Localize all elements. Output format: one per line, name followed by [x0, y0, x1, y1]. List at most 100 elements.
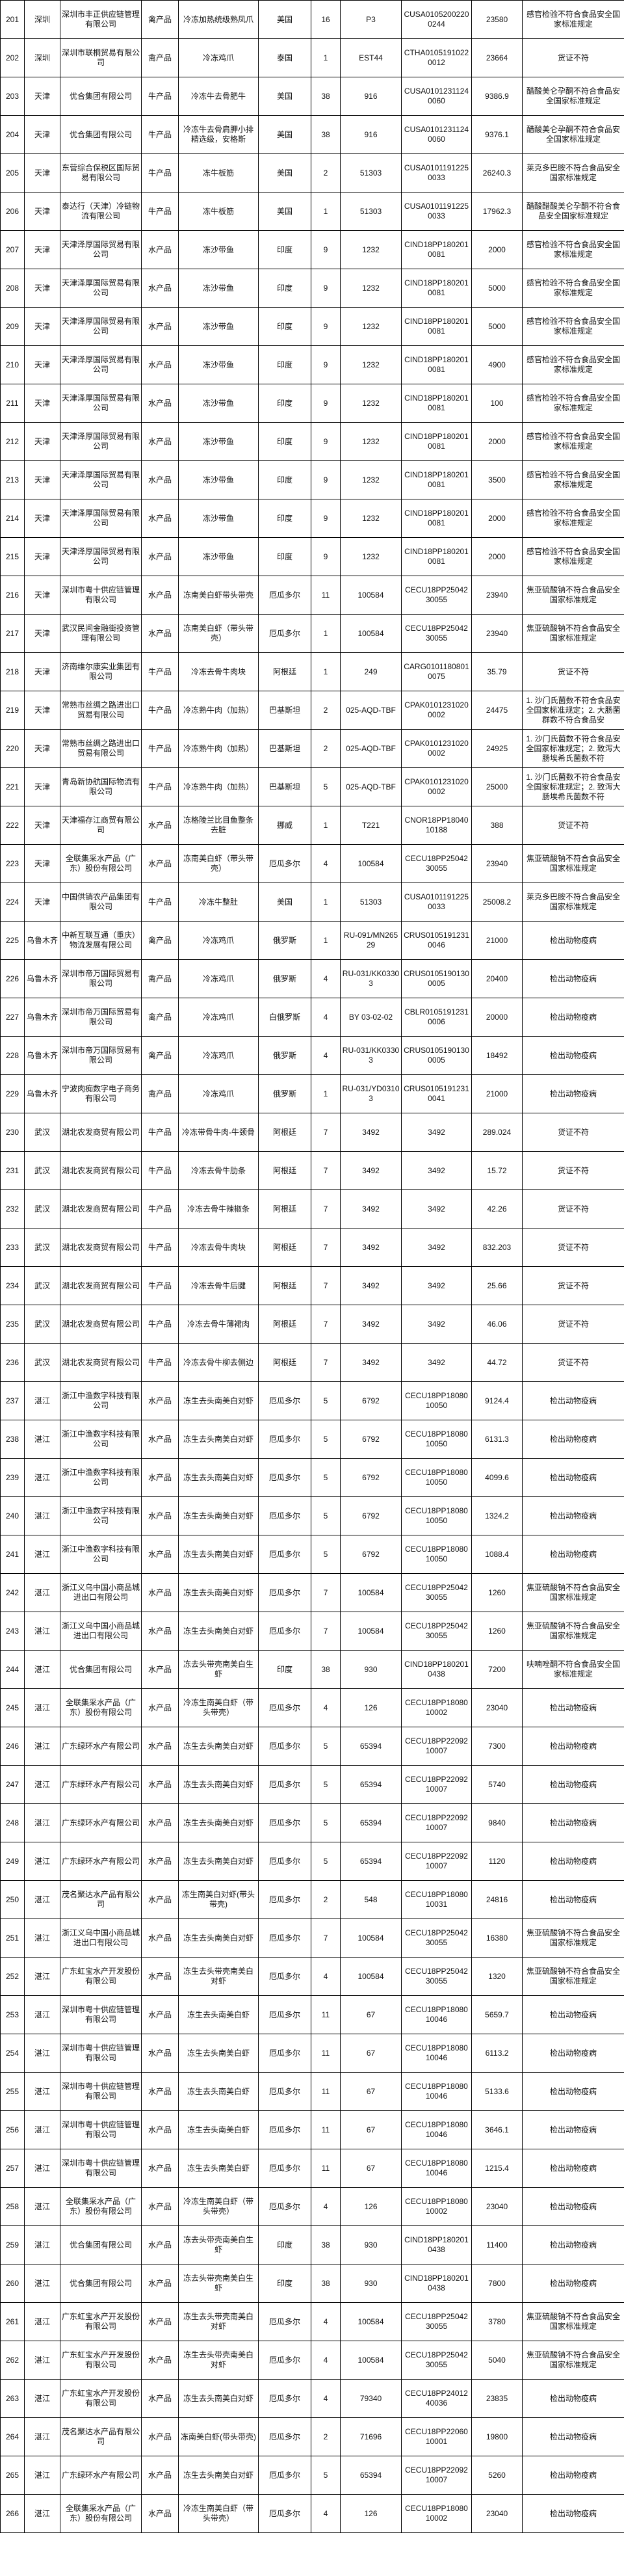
company-cell: 广东绿环水产有限公司 — [60, 2456, 142, 2495]
weight-cell: 11400 — [471, 2225, 523, 2264]
establishment-number: 025-AQD-TBF — [346, 782, 396, 791]
establishment-number: 6792 — [362, 1396, 380, 1405]
certificate-number: CNOR18PP1804010188 — [404, 816, 469, 834]
reason-cell: 感官检验不符合食品安全国家标准规定 — [522, 384, 624, 423]
row-number-cell: 263 — [0, 2379, 25, 2418]
port: 天津 — [34, 398, 50, 408]
weight-cell: 7200 — [471, 1650, 523, 1689]
weight-cell: 23040 — [471, 2494, 523, 2533]
product-category: 牛产品 — [148, 1204, 172, 1214]
origin-country: 印度 — [276, 436, 292, 446]
company: 青岛新协航国际物流有限公司 — [62, 777, 140, 796]
quantity-cell: 9 — [311, 269, 341, 308]
company-cell: 湖北农发商贸有限公司 — [60, 1113, 142, 1152]
company: 浙江义乌中国小商品城进出口有限公司 — [62, 1621, 140, 1640]
origin-country: 白俄罗斯 — [268, 1012, 300, 1022]
table-row: 227 乌鲁木齐 深圳市帝万国际贸易有限公司 禽产品 冷冻鸡爪 白俄罗斯 4 BY 03-02… — [0, 998, 624, 1037]
table-row: 202 深圳 深圳市联桐贸易有限公司 禽产品 冷冻鸡爪 泰国 1 EST44 CTHA01051… — [0, 38, 624, 77]
row-number: 204 — [5, 129, 20, 139]
product-category: 水产品 — [148, 398, 172, 408]
row-number-cell: 241 — [0, 1535, 25, 1574]
product-name: 冷冻熟牛肉（加热） — [183, 705, 254, 715]
port: 湛江 — [34, 2508, 50, 2518]
establishment-number: 1232 — [362, 475, 380, 485]
quantity-cell: 4 — [311, 1688, 341, 1727]
row-number-cell: 227 — [0, 998, 25, 1037]
product-category-cell: 水产品 — [141, 1803, 179, 1842]
origin-country: 美国 — [276, 168, 292, 178]
company: 深圳市粤十供应链管理有限公司 — [62, 2043, 140, 2062]
product-name-cell: 冷冻鸡爪 — [178, 959, 259, 998]
weight-cell: 9386.9 — [471, 77, 523, 116]
certificate-number-cell: CECU18PP2209210007 — [401, 2456, 472, 2495]
product-name: 冻生去头南美白对虾 — [183, 1856, 254, 1866]
weight: 7300 — [488, 1741, 506, 1751]
establishment-number: 1232 — [362, 283, 380, 293]
table-row: 231 武汉 湖北农发商贸有限公司 牛产品 冷冻去骨牛肋条 阿根廷 7 3492 3492 15.… — [0, 1151, 624, 1190]
product-name: 冷冻去骨牛肋条 — [190, 1165, 246, 1175]
port-cell: 湛江 — [24, 1765, 60, 1804]
company-cell: 天津泽厚国际贸易有限公司 — [60, 269, 142, 308]
certificate-number: CIND18PP1802010081 — [404, 432, 469, 451]
weight: 2000 — [488, 245, 506, 254]
origin-country-cell: 厄瓜多尔 — [258, 2341, 311, 2380]
certificate-number: CECU18PP2209210007 — [405, 2465, 468, 2484]
origin-country: 印度 — [276, 245, 292, 254]
row-number-cell: 251 — [0, 1919, 25, 1958]
establishment-number: 1232 — [362, 551, 380, 561]
establishment-number-cell: 3492 — [340, 1189, 402, 1228]
establishment-number-cell: 100584 — [340, 1573, 402, 1612]
establishment-number: 67 — [366, 2086, 376, 2096]
product-category-cell: 水产品 — [141, 2417, 179, 2456]
quantity: 9 — [323, 475, 328, 485]
reason: 检出动物疫病 — [549, 2508, 597, 2518]
company: 优合集团有限公司 — [69, 129, 132, 139]
certificate-number-cell: CNOR18PP1804010188 — [401, 806, 472, 845]
origin-country-cell: 印度 — [258, 345, 311, 384]
certificate-number: CECU18PP1808010002 — [405, 2197, 468, 2216]
product-category-cell: 水产品 — [141, 1995, 179, 2034]
certificate-number-cell: CIND18PP1802010438 — [401, 2264, 472, 2303]
company-cell: 深圳市帝万国际贸易有限公司 — [60, 959, 142, 998]
quantity: 2 — [323, 2432, 328, 2441]
weight-cell: 20400 — [471, 959, 523, 998]
table-row: 254 湛江 深圳市粤十供应链管理有限公司 水产品 冻生去头南美白虾 厄瓜多尔 11 67 CE… — [0, 2034, 624, 2073]
port: 湛江 — [34, 2163, 50, 2173]
table-row: 225 乌鲁木齐 中新互联互通（重庆）物流发展有限公司 禽产品 冷冻鸡爪 俄罗斯 1 RU-0… — [0, 921, 624, 960]
table-row: 255 湛江 深圳市粤十供应链管理有限公司 水产品 冻生去头南美白虾 厄瓜多尔 11 67 CE… — [0, 2072, 624, 2111]
quantity: 1 — [323, 1089, 328, 1098]
establishment-number-cell: 100584 — [340, 2341, 402, 2380]
reason: 货证不符 — [557, 1204, 589, 1214]
port-cell: 天津 — [24, 652, 60, 691]
product-name-cell: 冻生南美白对虾(带头带壳) — [178, 1880, 259, 1919]
certificate-number: CRUS01051912310041 — [404, 1084, 469, 1103]
product-name-cell: 冻生去头南美白对虾 — [178, 1496, 259, 1535]
product-name: 冷冻去骨牛肉块 — [190, 1242, 246, 1252]
reason: 检出动物疫病 — [549, 1703, 597, 1712]
company: 天津泽厚国际贸易有限公司 — [62, 470, 140, 489]
certificate-number-cell: CECU18PP1808010050 — [401, 1535, 472, 1574]
origin-country-cell: 厄瓜多尔 — [258, 844, 311, 883]
reason: 检出动物疫病 — [549, 1779, 597, 1789]
certificate-number-cell: CECU18PP2504230055 — [401, 576, 472, 615]
certificate-number-cell: CECU18PP1808010031 — [401, 1880, 472, 1919]
product-name: 冻生去头南美白对虾 — [183, 1472, 254, 1482]
row-number-cell: 246 — [0, 1727, 25, 1766]
quantity: 4 — [323, 2317, 328, 2326]
row-number-cell: 204 — [0, 115, 25, 154]
quantity: 7 — [323, 1319, 328, 1329]
certificate-number: CRUS01051901300005 — [404, 969, 469, 988]
table-row: 257 湛江 深圳市粤十供应链管理有限公司 水产品 冻生去头南美白虾 厄瓜多尔 11 67 CE… — [0, 2149, 624, 2188]
certificate-number-cell: CECU18PP2401240036 — [401, 2379, 472, 2418]
row-number: 242 — [5, 1587, 20, 1597]
product-category: 牛产品 — [148, 129, 172, 139]
row-number-cell: 218 — [0, 652, 25, 691]
port-cell: 天津 — [24, 422, 60, 461]
product-name: 冷冻鸡爪 — [202, 974, 234, 983]
reason: 检出动物疫病 — [549, 1741, 597, 1751]
origin-country-cell: 印度 — [258, 1650, 311, 1689]
quantity: 9 — [323, 245, 328, 254]
reason-cell: 货证不符 — [522, 1266, 624, 1305]
row-number-cell: 266 — [0, 2494, 25, 2533]
establishment-number-cell: 1232 — [340, 537, 402, 576]
